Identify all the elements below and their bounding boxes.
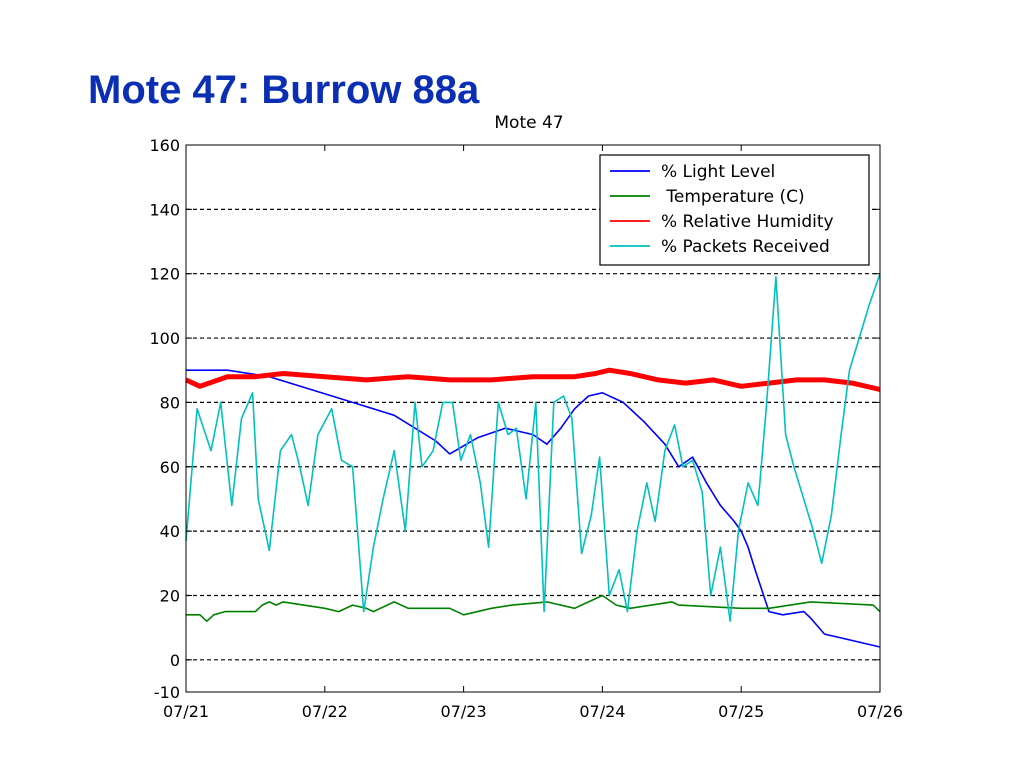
- legend-label: % Packets Received: [661, 237, 830, 257]
- x-tick-label: 07/22: [302, 702, 348, 721]
- x-tick-label: 07/26: [857, 702, 903, 721]
- series-line: [185, 273, 881, 623]
- legend-label: % Relative Humidity: [661, 212, 834, 232]
- y-tick-label: 160: [149, 136, 180, 155]
- x-tick-label: 07/21: [163, 702, 209, 721]
- x-tick-label: 07/25: [718, 702, 764, 721]
- y-tick-label: 140: [149, 200, 180, 219]
- plot-area-frame: [185, 144, 881, 693]
- y-tick-label: 120: [149, 265, 180, 284]
- grid-lines: [186, 208, 880, 661]
- series-lines: [184, 273, 881, 648]
- chart-title: Mote 47: [494, 113, 563, 133]
- y-tick-label: -10: [154, 683, 180, 702]
- y-tick-label: 100: [149, 329, 180, 348]
- y-tick-label: 0: [170, 651, 180, 670]
- series-line: [186, 369, 881, 648]
- x-tick-label: 07/23: [441, 702, 487, 721]
- x-tick-label: 07/24: [579, 702, 625, 721]
- legend-label: Temperature (C): [661, 187, 805, 207]
- series-line: [184, 367, 881, 392]
- slide-title: Mote 47: Burrow 88a: [88, 68, 480, 112]
- y-tick-label: 80: [160, 393, 180, 412]
- legend-label: % Light Level: [661, 162, 775, 182]
- x-axis-ticks: 07/21 07/22 07/23 07/24 07/25 07/26: [163, 145, 903, 721]
- legend: % Light Level Temperature (C) % Relative …: [599, 154, 870, 266]
- y-axis-ticks: -10 0 20 40 60 80 100 120 140 160: [149, 136, 880, 702]
- y-tick-label: 20: [160, 586, 180, 605]
- y-tick-label: 60: [160, 458, 180, 477]
- y-tick-label: 40: [160, 522, 180, 541]
- series-line: [186, 594, 881, 623]
